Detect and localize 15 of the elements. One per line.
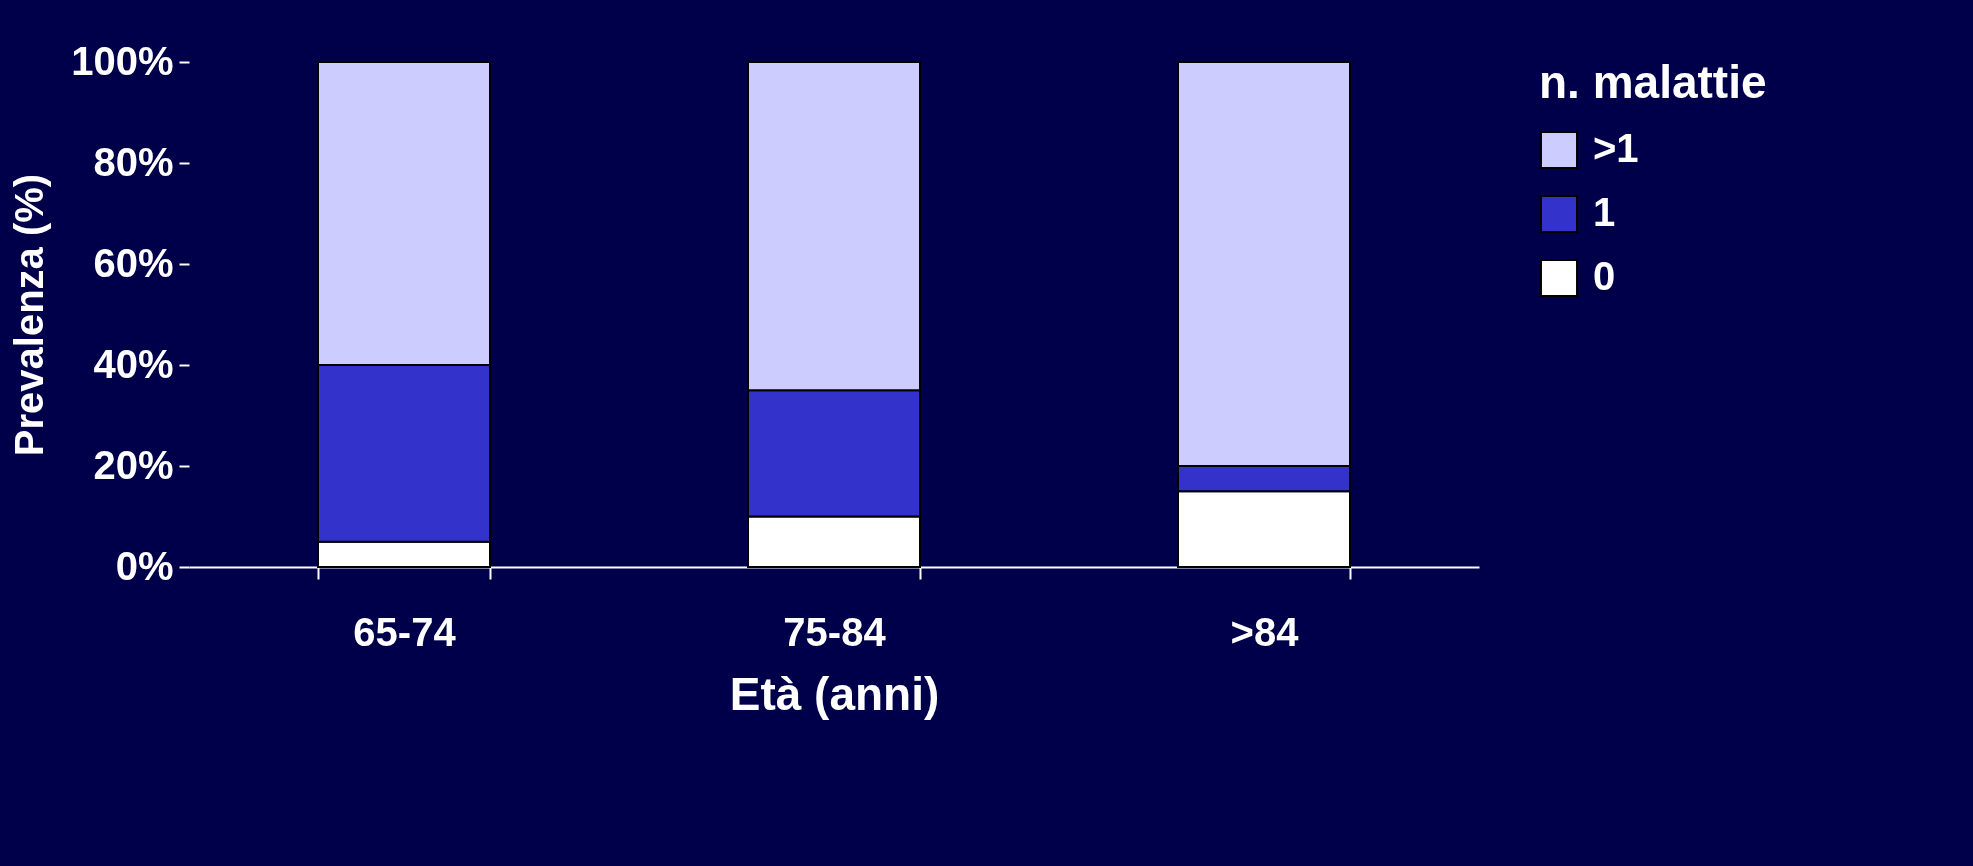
y-axis-title: Prevalenza (%) [7,173,52,457]
x-tick-label: >84 [1230,609,1300,654]
x-tick-label: 65-74 [353,609,457,654]
y-tick-label: 60% [93,240,174,285]
y-tick-label: 20% [93,442,174,487]
y-tick-label: 100% [71,38,174,83]
legend-title: n. malattie [1539,56,1767,108]
y-tick-label: 40% [93,341,174,386]
x-tick-label: 75-84 [783,609,887,654]
x-axis-title: Età (anni) [729,667,940,720]
legend-label: >1 [1593,126,1639,170]
y-tick-label: 80% [93,139,174,184]
y-tick-label: 0% [115,543,174,588]
legend-label: 0 [1593,254,1616,298]
legend-label: 1 [1593,190,1616,234]
